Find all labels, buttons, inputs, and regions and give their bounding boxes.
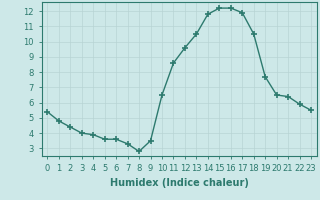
X-axis label: Humidex (Indice chaleur): Humidex (Indice chaleur) — [110, 178, 249, 188]
